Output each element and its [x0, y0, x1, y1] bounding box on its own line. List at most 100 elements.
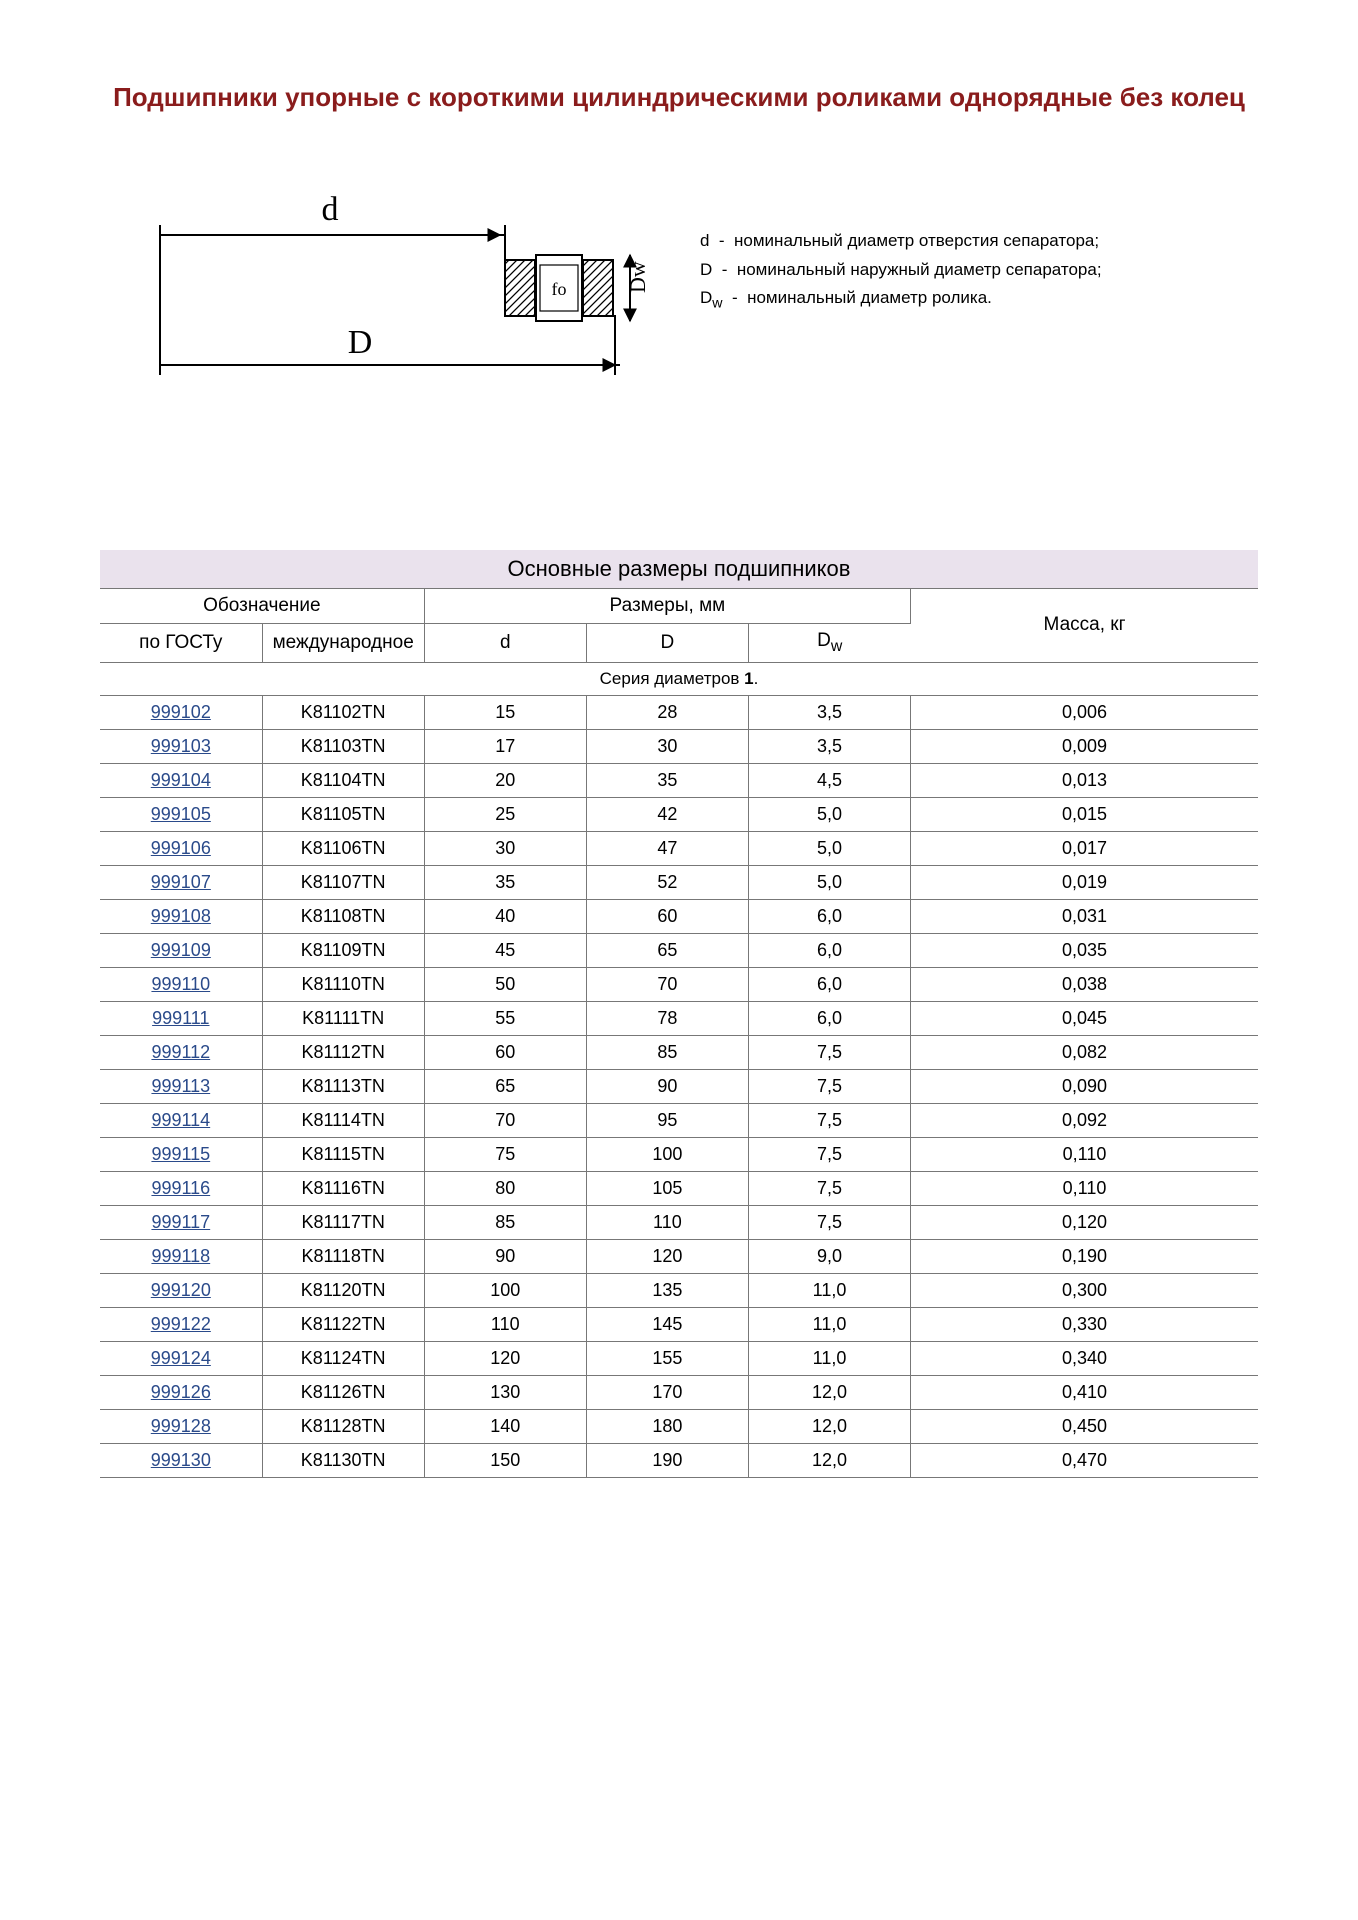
cell-d: 110	[424, 1307, 586, 1341]
cell-D: 145	[586, 1307, 748, 1341]
cell-Dw: 3,5	[748, 729, 910, 763]
table-section-header: Серия диаметров 1.	[100, 662, 1258, 695]
legend-Dw-text: номинальный диаметр ролика.	[747, 288, 992, 307]
cell-d: 130	[424, 1375, 586, 1409]
cell-gost: 999103	[100, 729, 262, 763]
gost-link[interactable]: 999104	[151, 770, 211, 790]
gost-link[interactable]: 999124	[151, 1348, 211, 1368]
cell-gost: 999126	[100, 1375, 262, 1409]
cell-gost: 999118	[100, 1239, 262, 1273]
cell-intl: K81117TN	[262, 1205, 424, 1239]
cell-Dw: 5,0	[748, 865, 910, 899]
cell-intl: K81112TN	[262, 1035, 424, 1069]
gost-link[interactable]: 999120	[151, 1280, 211, 1300]
cell-intl: K81114TN	[262, 1103, 424, 1137]
cell-D: 95	[586, 1103, 748, 1137]
cell-mass: 0,090	[911, 1069, 1258, 1103]
legend-Dw-symbol: Dw	[700, 288, 723, 307]
cell-d: 75	[424, 1137, 586, 1171]
cell-intl: K81103TN	[262, 729, 424, 763]
gost-link[interactable]: 999110	[151, 974, 210, 994]
col-D: D	[586, 624, 748, 663]
table-row: 999128K81128TN14018012,00,450	[100, 1409, 1258, 1443]
gost-link[interactable]: 999103	[151, 736, 211, 756]
cell-d: 90	[424, 1239, 586, 1273]
col-gost: по ГОСТу	[100, 624, 262, 663]
diagram-label-Dw: Dw	[625, 261, 650, 293]
cell-Dw: 7,5	[748, 1069, 910, 1103]
table-row: 999114K81114TN70957,50,092	[100, 1103, 1258, 1137]
cell-D: 100	[586, 1137, 748, 1171]
cell-d: 70	[424, 1103, 586, 1137]
cell-Dw: 6,0	[748, 967, 910, 1001]
cell-mass: 0,410	[911, 1375, 1258, 1409]
gost-link[interactable]: 999122	[151, 1314, 211, 1334]
cell-mass: 0,015	[911, 797, 1258, 831]
cell-D: 120	[586, 1239, 748, 1273]
cell-D: 90	[586, 1069, 748, 1103]
gost-link[interactable]: 999111	[152, 1008, 209, 1028]
gost-link[interactable]: 999118	[151, 1246, 210, 1266]
table-row: 999122K81122TN11014511,00,330	[100, 1307, 1258, 1341]
cell-d: 35	[424, 865, 586, 899]
cell-D: 110	[586, 1205, 748, 1239]
cell-mass: 0,013	[911, 763, 1258, 797]
cell-Dw: 4,5	[748, 763, 910, 797]
cell-intl: K81118TN	[262, 1239, 424, 1273]
cell-d: 40	[424, 899, 586, 933]
cell-D: 155	[586, 1341, 748, 1375]
cell-mass: 0,120	[911, 1205, 1258, 1239]
cell-gost: 999130	[100, 1443, 262, 1477]
gost-link[interactable]: 999105	[151, 804, 211, 824]
table-row: 999102K81102TN15283,50,006	[100, 695, 1258, 729]
cell-intl: K81128TN	[262, 1409, 424, 1443]
cell-intl: K81130TN	[262, 1443, 424, 1477]
cell-D: 85	[586, 1035, 748, 1069]
gost-link[interactable]: 999107	[151, 872, 211, 892]
cell-mass: 0,082	[911, 1035, 1258, 1069]
table-row: 999106K81106TN30475,00,017	[100, 831, 1258, 865]
gost-link[interactable]: 999117	[151, 1212, 210, 1232]
table-row: 999120K81120TN10013511,00,300	[100, 1273, 1258, 1307]
cell-D: 42	[586, 797, 748, 831]
cell-d: 55	[424, 1001, 586, 1035]
cell-intl: K81120TN	[262, 1273, 424, 1307]
gost-link[interactable]: 999116	[151, 1178, 210, 1198]
col-group-designation: Обозначение	[100, 589, 424, 624]
cell-Dw: 9,0	[748, 1239, 910, 1273]
gost-link[interactable]: 999114	[151, 1110, 210, 1130]
gost-link[interactable]: 999128	[151, 1416, 211, 1436]
cell-Dw: 6,0	[748, 899, 910, 933]
table-row: 999117K81117TN851107,50,120	[100, 1205, 1258, 1239]
cell-Dw: 7,5	[748, 1205, 910, 1239]
gost-link[interactable]: 999108	[151, 906, 211, 926]
gost-link[interactable]: 999109	[151, 940, 211, 960]
cell-gost: 999108	[100, 899, 262, 933]
cell-Dw: 11,0	[748, 1307, 910, 1341]
table-row: 999130K81130TN15019012,00,470	[100, 1443, 1258, 1477]
cell-Dw: 7,5	[748, 1035, 910, 1069]
diagram-legend: d - номинальный диаметр отверстия сепара…	[700, 165, 1258, 318]
table-row: 999105K81105TN25425,00,015	[100, 797, 1258, 831]
gost-link[interactable]: 999112	[151, 1042, 210, 1062]
cell-intl: K81102TN	[262, 695, 424, 729]
gost-link[interactable]: 999115	[151, 1144, 210, 1164]
cell-gost: 999115	[100, 1137, 262, 1171]
cell-intl: K81109TN	[262, 933, 424, 967]
cell-d: 150	[424, 1443, 586, 1477]
gost-link[interactable]: 999113	[151, 1076, 210, 1096]
table-row: 999104K81104TN20354,50,013	[100, 763, 1258, 797]
col-group-dimensions: Размеры, мм	[424, 589, 910, 624]
gost-link[interactable]: 999126	[151, 1382, 211, 1402]
cell-d: 120	[424, 1341, 586, 1375]
cell-D: 190	[586, 1443, 748, 1477]
cell-mass: 0,092	[911, 1103, 1258, 1137]
gost-link[interactable]: 999102	[151, 702, 211, 722]
col-mass: Масса, кг	[911, 589, 1258, 663]
cell-d: 65	[424, 1069, 586, 1103]
cell-D: 30	[586, 729, 748, 763]
cell-intl: K81126TN	[262, 1375, 424, 1409]
cell-D: 47	[586, 831, 748, 865]
gost-link[interactable]: 999130	[151, 1450, 211, 1470]
gost-link[interactable]: 999106	[151, 838, 211, 858]
